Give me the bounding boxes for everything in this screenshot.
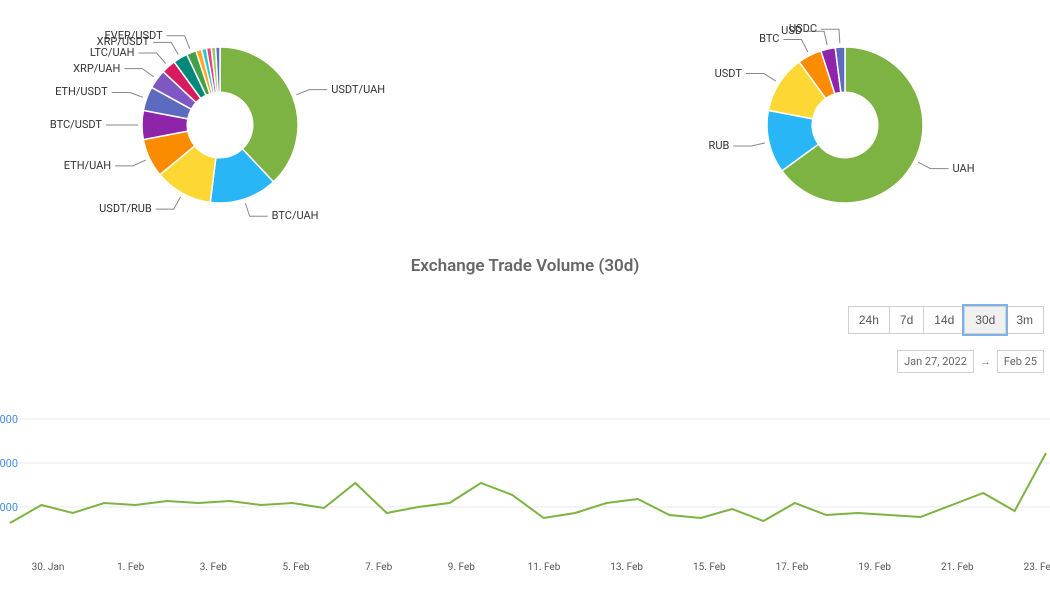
slice-label: USDT/RUB: [99, 203, 152, 214]
slice-label: USDT/UAH: [331, 84, 385, 95]
x-axis-label: 13. Feb: [610, 562, 643, 573]
volume-line-chart: 000 000 000 30. Jan 1. Feb 3. Feb 5. Feb 7. Feb…: [0, 383, 1050, 573]
x-axis-label: 23. Feb: [1024, 562, 1050, 573]
slice-label: ETH/UAH: [64, 160, 111, 171]
slice-label: USDC: [789, 23, 817, 34]
range-button-3m[interactable]: 3m: [1005, 306, 1044, 334]
x-axis-label: 19. Feb: [858, 562, 891, 573]
date-arrow: →: [980, 355, 991, 368]
range-button-30d[interactable]: 30d: [964, 306, 1006, 334]
x-axis-label: 5. Feb: [282, 562, 309, 573]
y-axis-label: 000: [0, 413, 18, 426]
range-button-7d[interactable]: 7d: [889, 306, 924, 334]
slice-label: EVER/USDT: [105, 30, 163, 41]
date-from-input[interactable]: Jan 27, 2022: [897, 350, 974, 373]
range-button-14d[interactable]: 14d: [923, 306, 965, 334]
slice-label: LTC/UAH: [90, 47, 135, 58]
date-to-input[interactable]: Feb 25: [997, 350, 1044, 373]
x-axis-label: 30. Jan: [32, 562, 65, 573]
slice-label: RUB: [709, 140, 730, 151]
y-axis-label: 000: [0, 501, 18, 514]
date-range-row: Jan 27, 2022 → Feb 25: [0, 350, 1050, 373]
x-axis-label: 17. Feb: [776, 562, 809, 573]
slice-label: ETH/USDT: [55, 86, 108, 97]
x-axis-label: 21. Feb: [941, 562, 974, 573]
slice-label: BTC: [759, 33, 779, 44]
slice-label: UAH: [953, 163, 975, 174]
pairs-donut-chart: USDT/UAH BTC/UAH USDT/RUB ETH/UAH BTC/USDT ET…: [0, 10, 525, 230]
slice-label: USDT: [715, 68, 742, 79]
x-axis-label: 9. Feb: [448, 562, 475, 573]
slice-label: XRP/UAH: [73, 63, 120, 74]
x-axis-label: 3. Feb: [200, 562, 227, 573]
x-axis-label: 15. Feb: [693, 562, 726, 573]
x-axis-label: 7. Feb: [365, 562, 392, 573]
range-selector: 24h7d14d30d3m: [0, 306, 1050, 334]
y-axis-label: 000: [0, 457, 18, 470]
range-button-24h[interactable]: 24h: [848, 306, 890, 334]
x-axis-label: 11. Feb: [528, 562, 561, 573]
slice-label: BTC/UAH: [272, 210, 319, 221]
volume-section-title: Exchange Trade Volume (30d): [0, 256, 1050, 276]
x-axis-label: 1. Feb: [117, 562, 144, 573]
currency-donut-chart: UAHRUBUSDTBTCUSDUSDC: [525, 10, 1050, 230]
slice-label: BTC/USDT: [50, 119, 102, 130]
